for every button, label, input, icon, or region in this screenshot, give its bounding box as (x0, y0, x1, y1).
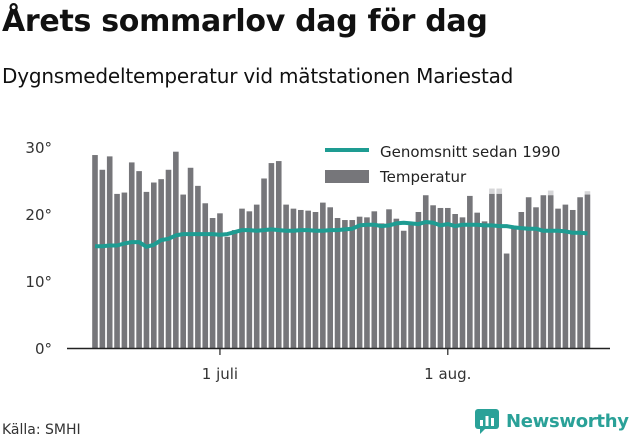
temperature-bar (342, 220, 348, 348)
temperature-bar (349, 220, 356, 348)
temperature-bar (246, 211, 253, 348)
temperature-bar (562, 204, 569, 348)
temperature-bar (106, 156, 113, 348)
brand-name: Newsworthy (506, 410, 629, 432)
source-note: Källa: SMHI (2, 422, 81, 438)
temperature-bar (128, 162, 135, 348)
temperature-bar-upper (489, 188, 495, 194)
temperature-bar (305, 210, 311, 348)
temperature-bar (378, 223, 385, 348)
temperature-bar (327, 207, 333, 348)
temperature-bar (481, 221, 488, 348)
y-tick-label: 0° (35, 340, 52, 358)
x-axis: 1 juli 1 aug. (202, 349, 471, 383)
temperature-bar (151, 182, 157, 348)
temperature-bar (430, 205, 436, 348)
temperature-bar (231, 230, 238, 348)
temperature-bar (217, 213, 223, 348)
temperature-bar (555, 208, 561, 348)
temperature-bar (584, 194, 591, 348)
average-line (95, 220, 588, 249)
temperature-bar (320, 202, 326, 348)
temperature-bar (540, 195, 547, 348)
legend-average-label: Genomsnitt sedan 1990 (380, 143, 560, 161)
newsworthy-logo-icon (475, 409, 499, 434)
temperature-bar (525, 197, 532, 348)
temperature-bar (99, 169, 106, 348)
temperature-bar-upper (496, 188, 503, 194)
y-tick-label: 20° (25, 206, 52, 224)
temperature-bar (511, 226, 517, 348)
temperature-bar (474, 212, 480, 348)
temperature-bar (503, 253, 510, 348)
temperature-bar (298, 209, 304, 348)
temperature-bar (209, 218, 216, 348)
legend-bar-swatch (325, 170, 369, 183)
temperature-bar (356, 216, 363, 348)
temperature-bar (422, 195, 429, 348)
temperature-bar (312, 211, 319, 348)
chart-subtitle: Dygnsmedeltemperatur vid mätstationen Ma… (2, 64, 514, 88)
temperature-bar (187, 167, 194, 348)
temperature-bar (290, 208, 297, 348)
temperature-chart: 0° 10° 20° 30° 1 juli 1 aug. Genomsnitt seda… (25, 139, 610, 383)
y-tick-label: 10° (25, 273, 52, 291)
temperature-bar (489, 193, 495, 348)
temperature-bar (467, 195, 473, 348)
temperature-bar (136, 171, 142, 348)
temperature-bar (437, 207, 444, 348)
chart-legend: Genomsnitt sedan 1990 Temperatur (325, 143, 560, 186)
temperature-bar (371, 211, 378, 348)
y-axis: 0° 10° 20° 30° (25, 139, 52, 358)
x-tick-label: 1 aug. (424, 365, 471, 383)
temperature-bar (518, 211, 525, 348)
temperature-bar (533, 207, 539, 348)
temperature-bar (195, 185, 201, 348)
temperature-bar (283, 204, 289, 348)
temperature-bar (275, 161, 282, 348)
temperature-bar (92, 155, 98, 348)
temperature-bar (114, 193, 120, 348)
chart-title: Årets sommarlov dag för dag (2, 4, 488, 39)
temperature-bar (577, 197, 583, 348)
temperature-bar (253, 204, 260, 348)
temperature-bar (400, 230, 407, 348)
temperature-bar (459, 217, 466, 348)
x-tick-label: 1 juli (202, 365, 238, 383)
temperature-bar (445, 207, 451, 348)
temperature-bar (415, 211, 422, 348)
temperature-bar (386, 209, 392, 348)
temperature-bar (143, 191, 150, 348)
temperature-bar-upper (547, 190, 554, 196)
temperature-bar (569, 209, 576, 348)
y-tick-label: 30° (25, 139, 52, 157)
temperature-bar (121, 192, 128, 348)
temperature-bar (393, 218, 400, 348)
temperature-bar (408, 222, 414, 348)
temperature-bar (261, 178, 267, 348)
temperature-bar (202, 203, 209, 348)
temperature-bar (547, 195, 554, 348)
temperature-bar (364, 217, 370, 348)
legend-temperature-label: Temperatur (379, 168, 467, 186)
temperature-bar (158, 179, 164, 348)
temperature-bar (165, 169, 172, 348)
temperature-bar (180, 194, 186, 348)
brand-logo[interactable]: Newsworthy (474, 408, 629, 434)
temperature-bar (452, 214, 458, 348)
temperature-bars (92, 151, 591, 348)
temperature-bar (173, 151, 179, 348)
temperature-bar (224, 236, 231, 348)
temperature-bar (239, 208, 245, 348)
temperature-bar (334, 218, 341, 348)
temperature-bar-upper (584, 191, 591, 195)
temperature-bar (496, 193, 503, 348)
temperature-bar (268, 163, 275, 348)
